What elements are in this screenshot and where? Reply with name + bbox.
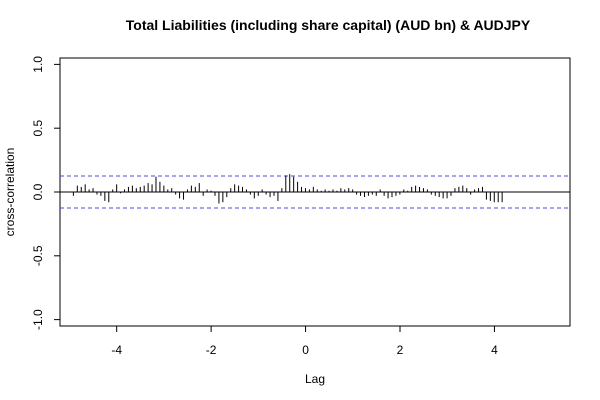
y-axis-label: cross-correlation bbox=[3, 148, 17, 237]
x-tick-label: 4 bbox=[491, 343, 498, 357]
confidence-lines bbox=[60, 175, 570, 209]
x-axis-label: Lag bbox=[305, 372, 325, 386]
x-tick-label: -4 bbox=[111, 343, 122, 357]
y-tick-label: 0.5 bbox=[31, 120, 45, 137]
chart-title: Total Liabilities (including share capit… bbox=[126, 17, 531, 33]
y-axis: -1.0 -0.5 0.0 0.5 1.0 bbox=[31, 56, 60, 330]
y-tick-label: -1.0 bbox=[31, 309, 45, 330]
correlation-bars bbox=[72, 174, 503, 204]
y-tick-label: 1.0 bbox=[31, 56, 45, 73]
x-tick-label: 0 bbox=[302, 343, 309, 357]
x-tick-label: -2 bbox=[206, 343, 217, 357]
x-axis: -4 -2 0 2 4 bbox=[111, 326, 498, 357]
y-tick-label: 0.0 bbox=[31, 183, 45, 200]
y-tick-label: -0.5 bbox=[31, 245, 45, 266]
x-tick-label: 2 bbox=[397, 343, 404, 357]
